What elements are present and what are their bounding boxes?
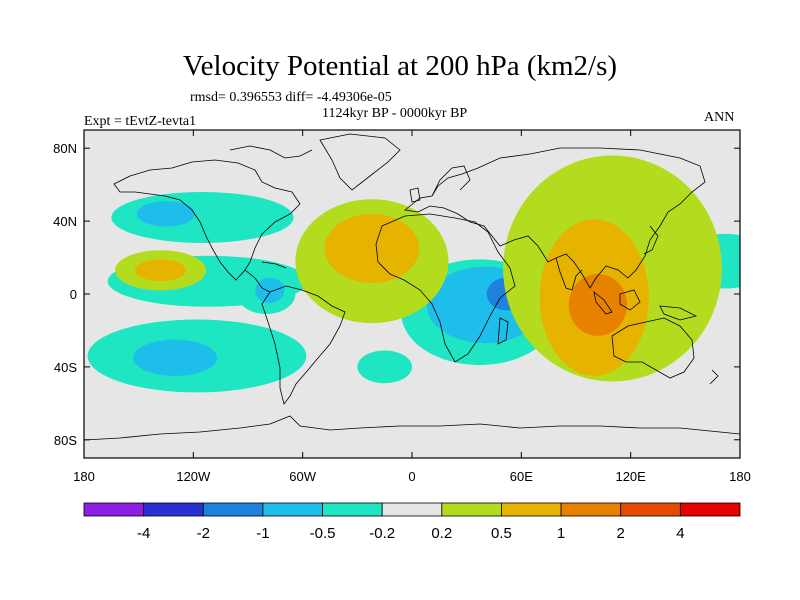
contour-region-6 — [133, 339, 218, 376]
colorbar-swatch-6 — [441, 502, 502, 517]
coast-eurasia — [404, 147, 706, 289]
colorbar-label-0: -4 — [137, 525, 150, 542]
colorbar-label-9: 4 — [676, 525, 684, 542]
coast-india — [555, 257, 583, 291]
x-tick-label-6: 180 — [729, 469, 751, 484]
x-tick-label-3: 0 — [408, 469, 415, 484]
experiment-text: Expt = tEvtZ-tevta1 — [84, 114, 197, 129]
x-tick-label-4: 60E — [510, 469, 533, 484]
chart-title: Velocity Potential at 200 hPa (km2/s) — [182, 50, 618, 82]
x-tick-label-1: 120W — [176, 469, 211, 484]
season-text: ANN — [704, 110, 735, 125]
x-tick-label-2: 60W — [289, 469, 316, 484]
coast-new-zealand — [709, 369, 719, 385]
coast-north-america — [113, 159, 301, 281]
x-tick-label-5: 120E — [615, 469, 646, 484]
contour-region-15 — [324, 213, 420, 284]
coast-arctic-islands — [229, 145, 313, 159]
y-tick-label-3: 40S — [54, 360, 77, 375]
coast-new-guinea — [659, 305, 698, 321]
colorbar-swatch-3 — [262, 502, 323, 517]
coast-australia — [611, 317, 695, 379]
coast-antarctica — [84, 415, 740, 441]
colorbar-label-3: -0.5 — [310, 525, 336, 542]
coast-japan — [643, 225, 659, 255]
colorbar-label-2: -1 — [256, 525, 269, 542]
colorbar-label-8: 2 — [617, 525, 625, 542]
contour-region-4 — [255, 277, 285, 304]
coast-british-isles — [409, 187, 421, 203]
colorbar-label-7: 1 — [557, 525, 565, 542]
colorbar-swatch-4 — [322, 502, 383, 517]
colorbar-label-4: -0.2 — [369, 525, 395, 542]
coastlines — [84, 133, 740, 441]
colorbar-swatch-0 — [83, 502, 145, 517]
period-text: 1124kyr BP - 0000kyr BP — [322, 106, 468, 121]
contour-region-13 — [135, 259, 187, 282]
y-tick-label-4: 80S — [54, 433, 77, 448]
y-tick-label-2: 0 — [70, 287, 77, 302]
contour-region-7 — [357, 350, 412, 384]
contour-region-1 — [136, 201, 196, 227]
colorbar-swatch-10 — [679, 502, 741, 517]
map-field — [84, 130, 740, 458]
colorbar-swatch-7 — [501, 502, 562, 517]
colorbar: -4 -2 -1 -0.5 -0.2 0.2 0.5 1 2 4 — [83, 502, 741, 542]
coast-scandinavia — [431, 165, 471, 197]
x-tick-label-0: 180 — [73, 469, 95, 484]
coast-cuba — [261, 261, 287, 269]
colorbar-swatch-8 — [560, 502, 622, 517]
coast-madagascar — [497, 317, 509, 345]
y-tick-label-0: 80N — [53, 141, 77, 156]
colorbar-label-1: -2 — [197, 525, 210, 542]
coast-south-america — [261, 285, 346, 405]
colorbar-label-6: 0.5 — [491, 525, 512, 542]
y-tick-label-1: 40N — [53, 214, 77, 229]
coast-borneo — [619, 289, 641, 311]
coast-sumatra — [593, 291, 613, 315]
colorbar-swatch-9 — [620, 502, 681, 517]
colorbar-swatch-5 — [381, 502, 443, 517]
contour-region-18 — [568, 273, 628, 336]
colorbar-swatch-2 — [202, 502, 264, 517]
colorbar-label-5: 0.2 — [431, 525, 452, 542]
rmsd-diff-text: rmsd= 0.396553 diff= -4.49306e-05 — [190, 90, 392, 105]
coast-greenland — [319, 133, 401, 191]
coast-central-america — [244, 269, 271, 293]
colorbar-swatch-1 — [143, 502, 204, 517]
